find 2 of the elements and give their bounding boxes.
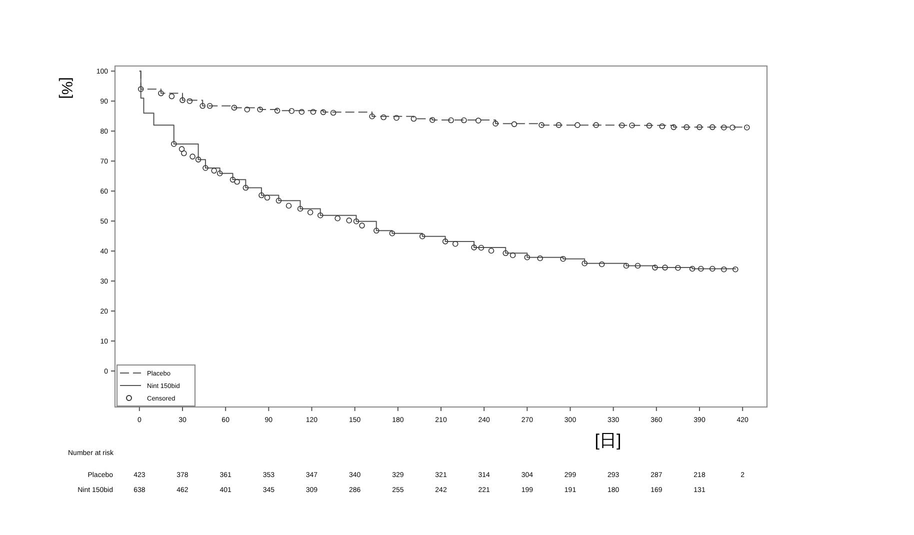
x-axis-title: [日]	[594, 431, 622, 450]
y-axis-title: [%]	[58, 77, 75, 99]
